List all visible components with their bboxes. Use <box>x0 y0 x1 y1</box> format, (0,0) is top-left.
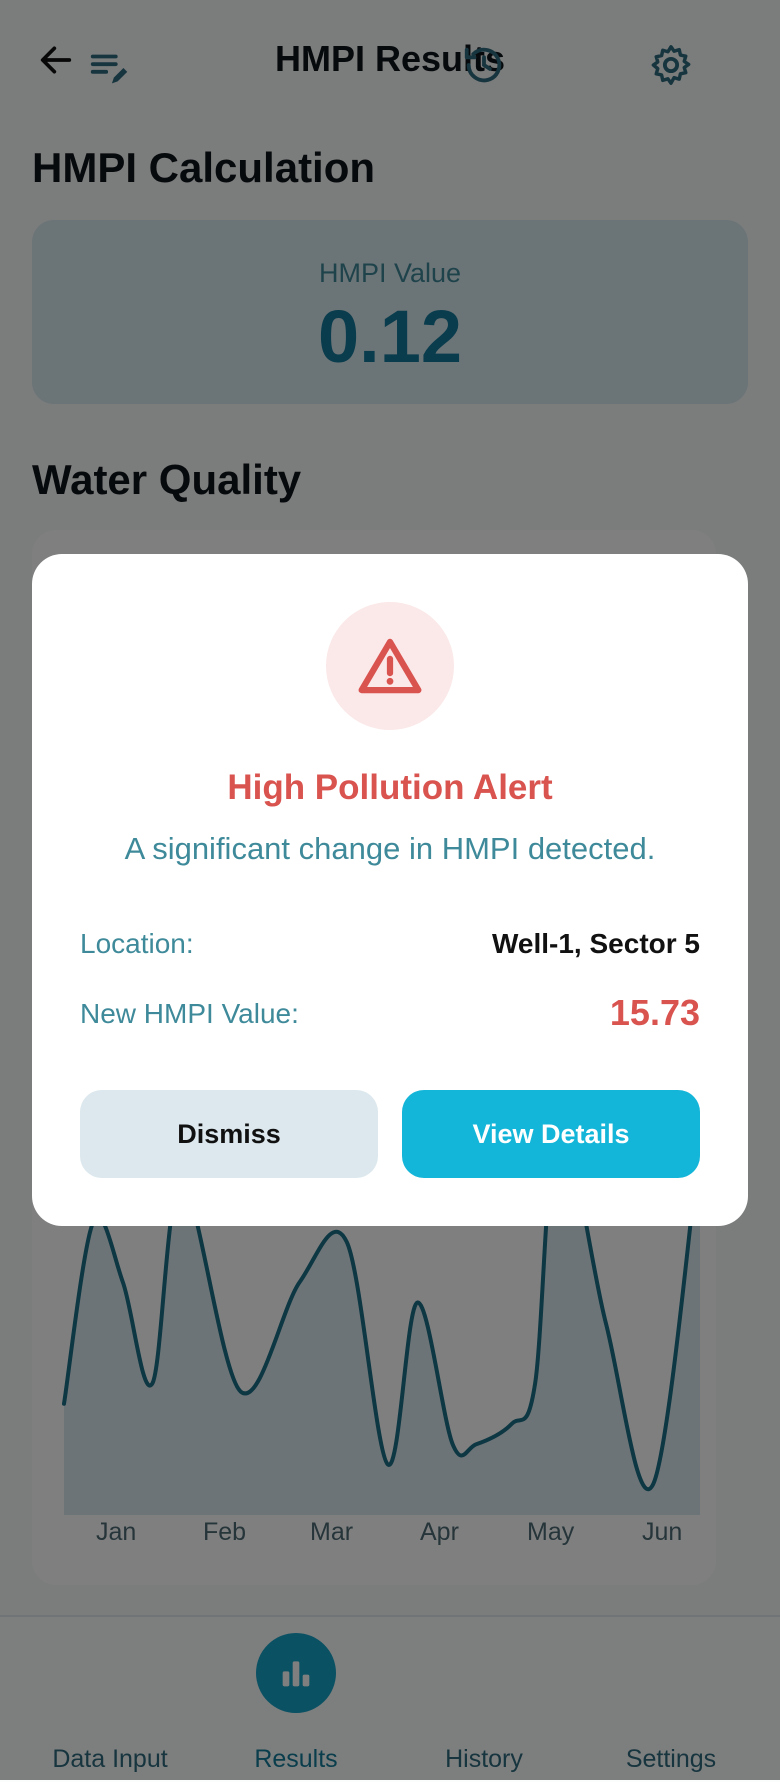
new-hmpi-label: New HMPI Value: <box>80 998 299 1029</box>
alert-message: A significant change in HMPI detected. <box>124 831 656 866</box>
location-value: Well-1, Sector 5 <box>491 928 700 959</box>
pollution-alert-dialog: High Pollution Alert A significant chang… <box>32 554 748 1226</box>
location-label: Location: <box>80 928 194 959</box>
dismiss-button[interactable]: Dismiss <box>80 1090 378 1178</box>
view-details-button[interactable]: View Details <box>402 1090 700 1178</box>
alert-icon-badge <box>326 602 454 730</box>
alert-title: High Pollution Alert <box>227 768 553 807</box>
warning-triangle-icon <box>358 638 422 694</box>
new-hmpi-value: 15.73 <box>609 992 700 1033</box>
